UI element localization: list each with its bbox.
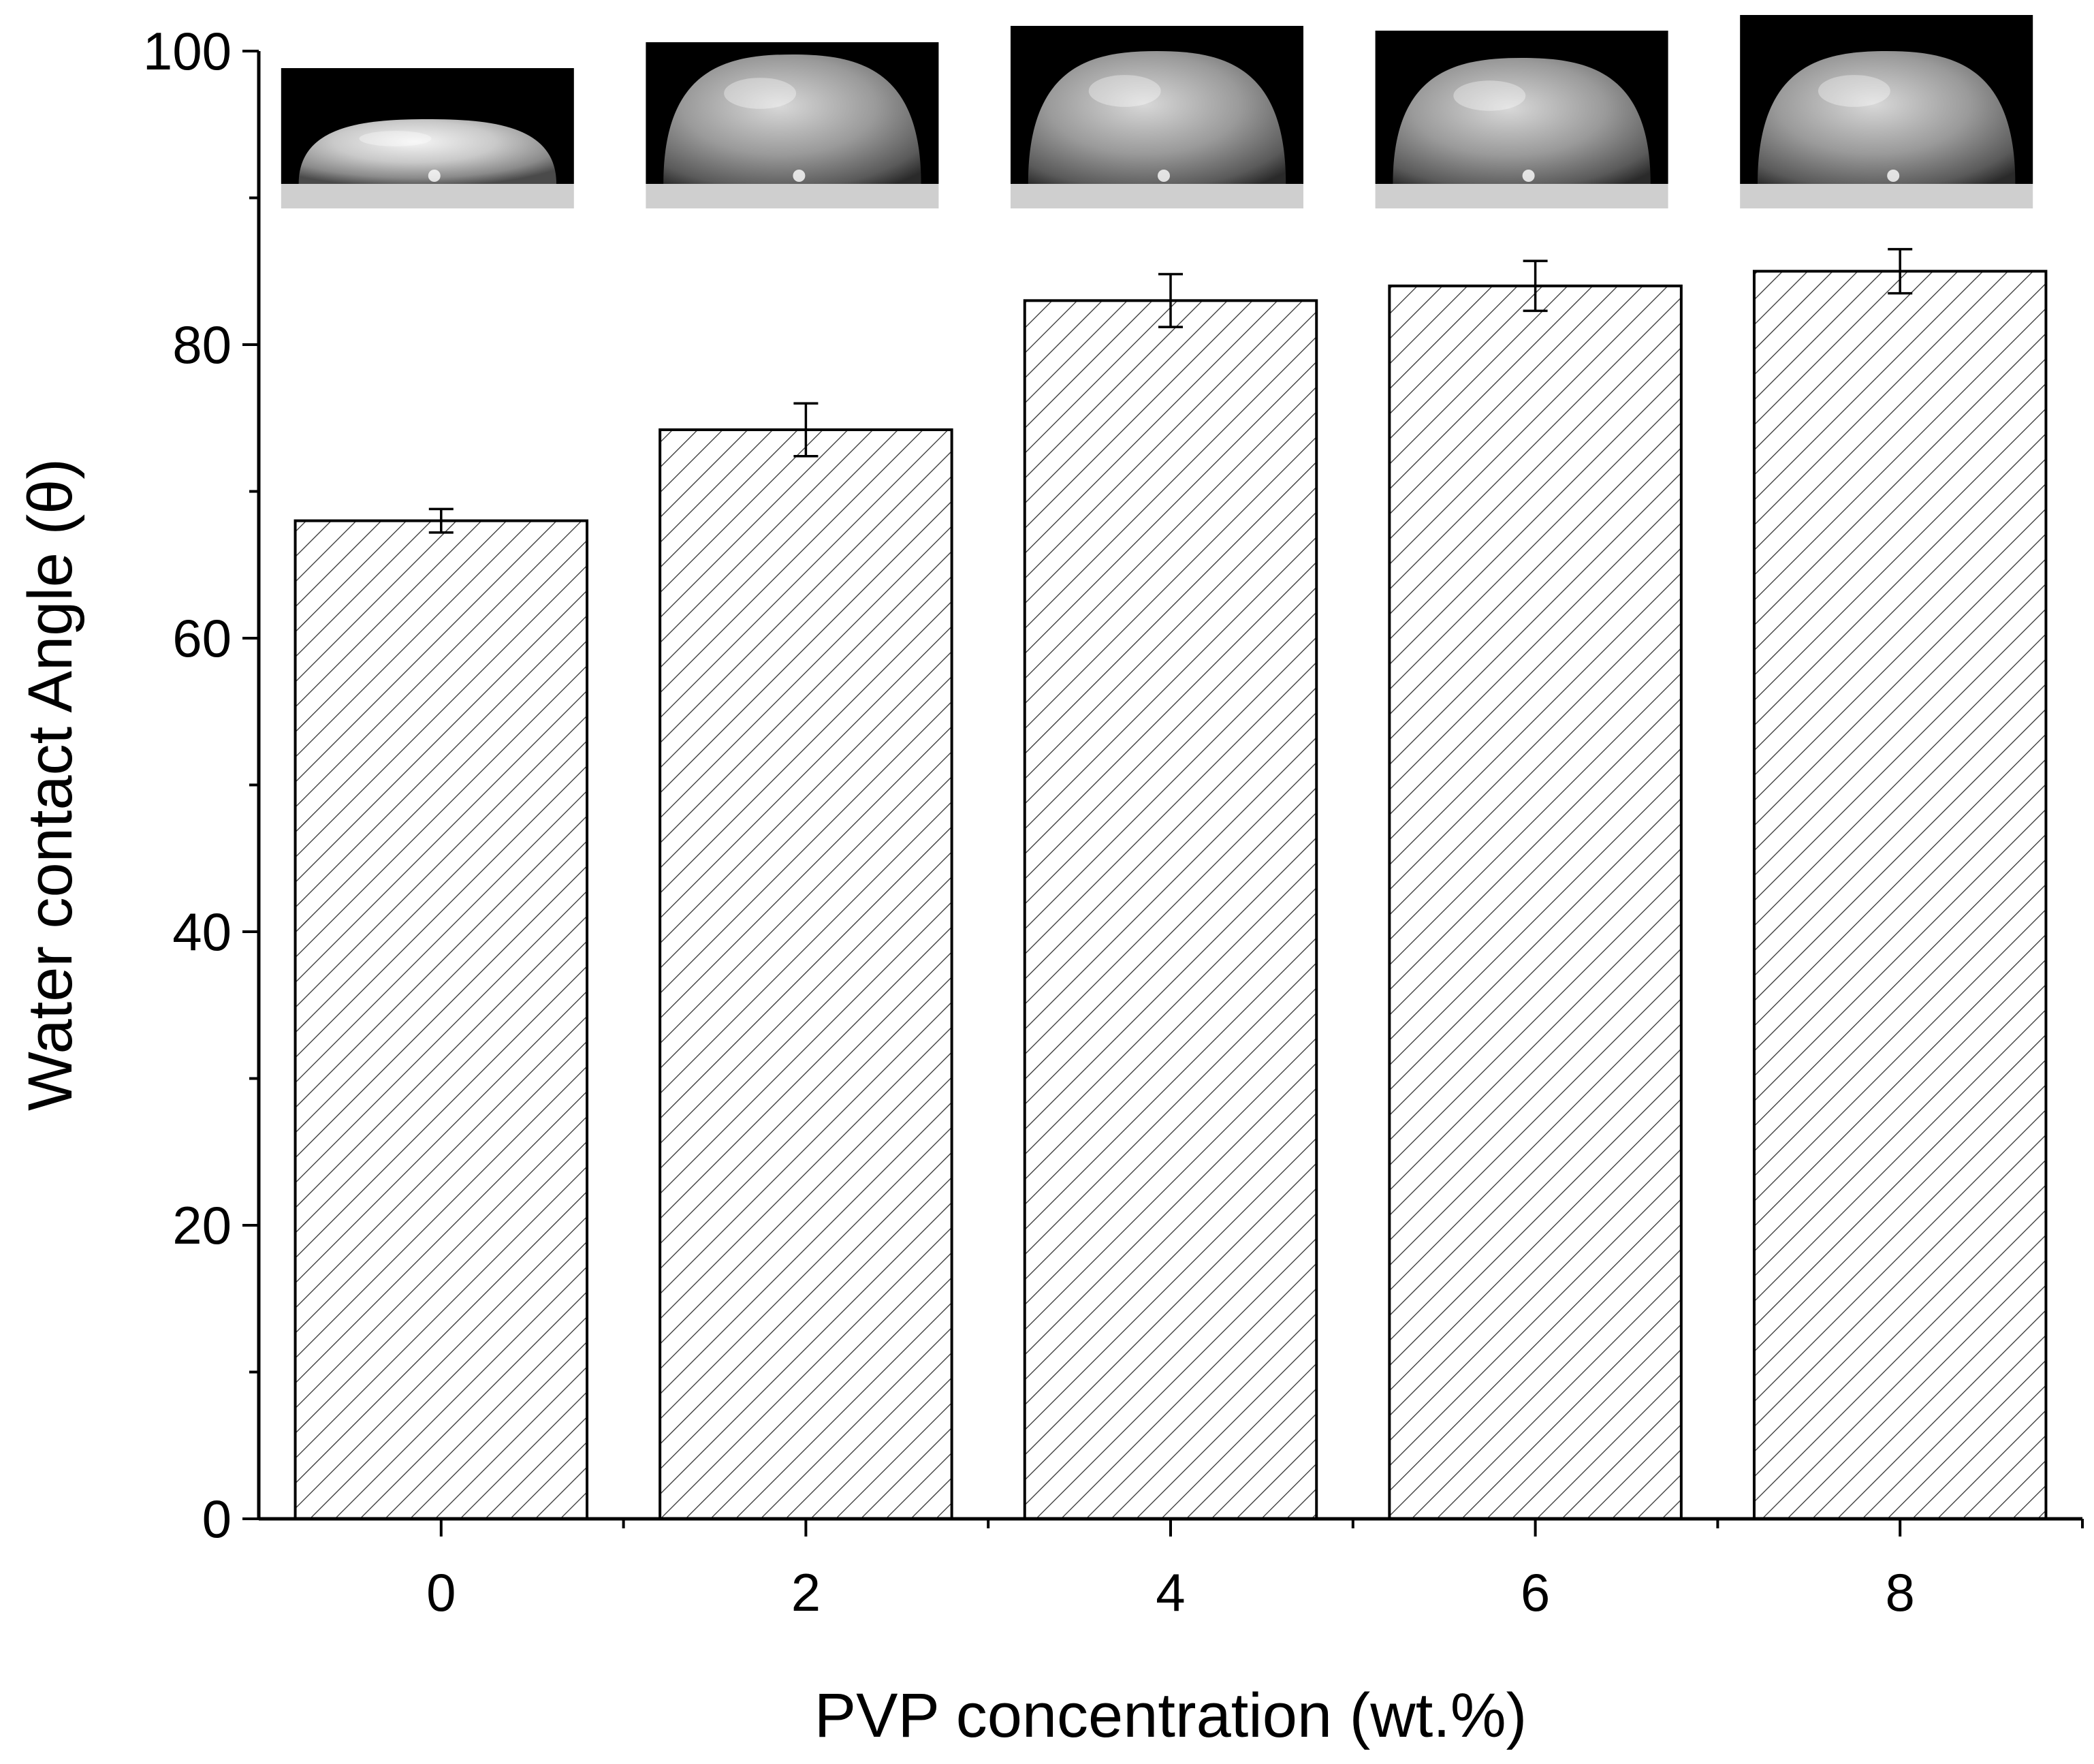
water-droplet-photo-4-wt [1011, 26, 1303, 208]
droplet-photo-insets [281, 15, 2033, 208]
x-axis-title: PVP concentration (wt.%) [814, 1681, 1527, 1750]
x-axis-ticks: 0 2 4 6 8 [426, 1519, 2084, 1622]
bar-8-wt [1752, 270, 2048, 1520]
bar-2-wt [659, 428, 953, 1520]
y-tick-label: 40 [172, 902, 232, 962]
error-bar-4-wt [1158, 272, 1183, 328]
y-tick-label: 60 [172, 608, 232, 668]
bar-4-wt [1023, 299, 1318, 1521]
error-bars [428, 248, 1913, 534]
y-tick-label: 20 [172, 1195, 232, 1255]
x-tick-label: 4 [1156, 1562, 1185, 1622]
water-droplet-photo-8-wt [1740, 15, 2033, 208]
bars [294, 270, 2048, 1521]
y-tick-label: 0 [202, 1489, 232, 1549]
error-bar-0-wt [428, 507, 454, 534]
error-bar-8-wt [1888, 248, 1913, 295]
x-tick-label: 6 [1521, 1562, 1550, 1622]
y-axis-ticks: 0 20 40 60 80 100 [143, 21, 259, 1549]
x-tick-label: 2 [791, 1562, 821, 1622]
bar-6-wt [1388, 284, 1683, 1520]
water-droplet-photo-6-wt [1375, 31, 1668, 208]
y-tick-label: 100 [143, 21, 232, 81]
error-bar-2-wt [793, 402, 819, 458]
y-tick-label: 80 [172, 315, 232, 375]
x-tick-label: 0 [426, 1562, 456, 1622]
x-tick-label: 8 [1886, 1562, 1915, 1622]
water-droplet-photo-2-wt [646, 42, 939, 208]
water-droplet-photo-0-wt [281, 68, 574, 208]
y-axis-title: Water contact Angle (θ) [16, 458, 85, 1111]
bar-0-wt [294, 519, 589, 1520]
error-bar-6-wt [1523, 259, 1548, 313]
